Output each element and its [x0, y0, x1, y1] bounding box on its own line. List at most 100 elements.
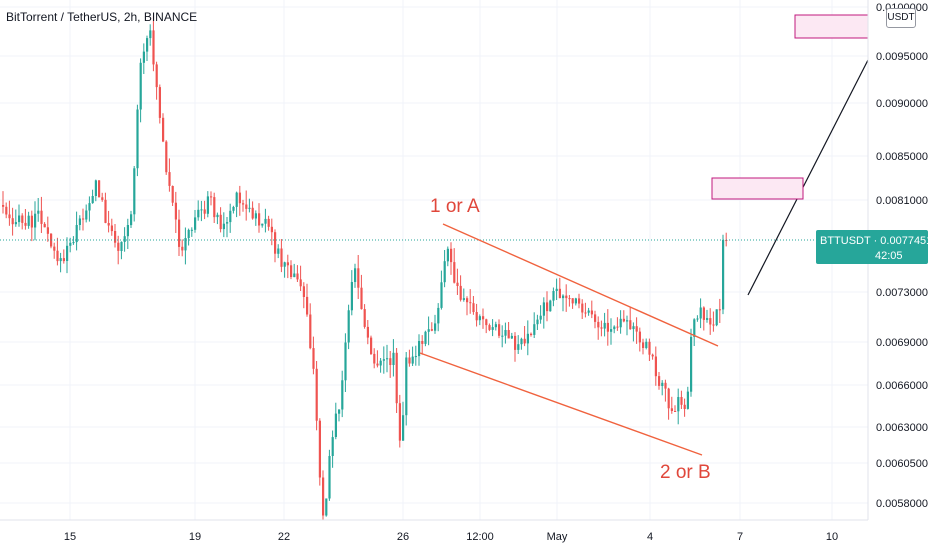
- candle-body: [622, 318, 625, 322]
- candle-body: [126, 225, 129, 237]
- price-unit-button[interactable]: USDT: [886, 8, 916, 28]
- candle-body: [648, 341, 651, 355]
- candle-body: [645, 341, 648, 348]
- candle-body: [670, 408, 673, 411]
- candle-body: [18, 215, 21, 223]
- candle-body: [40, 210, 43, 224]
- candle-body: [155, 64, 158, 88]
- annotation-2-or-b: 2 or B: [660, 462, 711, 483]
- candle-body: [75, 225, 78, 243]
- time-axis-bg: [0, 520, 932, 550]
- candle-body: [194, 217, 197, 230]
- candle-body: [69, 242, 72, 246]
- candle-body: [168, 172, 171, 186]
- candle-body: [437, 307, 440, 324]
- candle-body: [309, 314, 312, 349]
- candle-body: [507, 330, 510, 339]
- candle-body: [424, 331, 427, 344]
- candle-body: [2, 205, 5, 207]
- candle-body: [574, 298, 577, 304]
- candle-body: [542, 302, 545, 316]
- candle-body: [389, 358, 392, 365]
- candle-body: [56, 250, 59, 262]
- candle-body: [158, 87, 161, 118]
- candle-body: [680, 397, 683, 405]
- price-tick-label: 0.0081000: [876, 195, 928, 207]
- candle-body: [667, 388, 670, 409]
- candle-body: [709, 318, 712, 325]
- candle-body: [466, 298, 469, 303]
- candle-body: [184, 238, 187, 251]
- candle-body: [238, 192, 241, 204]
- price-tick-label: 0.0095000: [876, 51, 928, 63]
- chart-title: BitTorrent / TetherUS, 2h, BINANCE: [6, 10, 198, 24]
- time-tick-label: 22: [278, 531, 290, 543]
- candle-body: [270, 226, 273, 233]
- target-zone-lower: [711, 177, 804, 200]
- candle-body: [302, 286, 305, 297]
- candle-body: [430, 329, 433, 331]
- candle-body: [482, 316, 485, 320]
- candle-body: [101, 197, 104, 200]
- candle-body: [629, 320, 632, 330]
- candle-body: [475, 312, 478, 321]
- candle-body: [325, 498, 328, 516]
- candle-body: [347, 310, 350, 343]
- candle-body: [258, 213, 261, 226]
- candle-body: [501, 335, 504, 337]
- time-tick-label: 26: [397, 531, 409, 543]
- candles: [2, 16, 728, 527]
- candle-body: [405, 357, 408, 416]
- candle-body: [357, 268, 360, 288]
- candle-body: [395, 352, 398, 404]
- price-tick-label: 0.0090000: [876, 98, 928, 110]
- candle-body: [571, 298, 574, 304]
- candle-body: [139, 62, 142, 110]
- candle-body: [658, 376, 661, 386]
- candle-body: [674, 411, 677, 412]
- candle-body: [206, 196, 209, 214]
- channel-upper-line: [442, 223, 719, 347]
- candle-body: [72, 242, 75, 244]
- candle-body: [597, 321, 600, 328]
- candle-body: [411, 356, 414, 364]
- candle-body: [110, 225, 113, 232]
- price-tick-label: 0.0069000: [876, 337, 928, 349]
- candle-body: [693, 319, 696, 337]
- candle-body: [651, 354, 654, 357]
- candle-body: [232, 207, 235, 211]
- candle-body: [107, 223, 110, 226]
- candle-body: [715, 309, 718, 326]
- candle-body: [216, 214, 219, 218]
- candle-body: [635, 326, 638, 332]
- candle-body: [251, 207, 254, 219]
- candle-body: [235, 192, 238, 207]
- candle-body: [392, 352, 395, 365]
- last-price-badge: BTTUSDT · 0.0077451 42:05: [816, 230, 932, 264]
- candle-body: [200, 209, 203, 211]
- candle-body: [162, 117, 165, 142]
- candle-body: [14, 222, 17, 225]
- price-tick-label: 0.0073000: [876, 287, 928, 299]
- candle-body: [498, 324, 501, 336]
- candle-body: [114, 231, 117, 243]
- candle-body: [264, 218, 267, 224]
- candle-body: [594, 314, 597, 322]
- candle-body: [66, 245, 69, 261]
- candle-body: [306, 296, 309, 315]
- candle-body: [421, 341, 424, 344]
- candle-body: [53, 246, 56, 251]
- candle-body: [722, 240, 725, 310]
- time-tick-label: 12:00: [466, 531, 494, 543]
- candle-body: [290, 265, 293, 277]
- channel-lower-line: [419, 352, 703, 456]
- candle-body: [456, 282, 459, 286]
- candle-body: [328, 456, 331, 499]
- candle-body: [11, 218, 14, 225]
- candle-body: [590, 310, 593, 315]
- candle-body: [315, 368, 318, 421]
- candle-body: [286, 262, 289, 266]
- candle-body: [98, 180, 101, 198]
